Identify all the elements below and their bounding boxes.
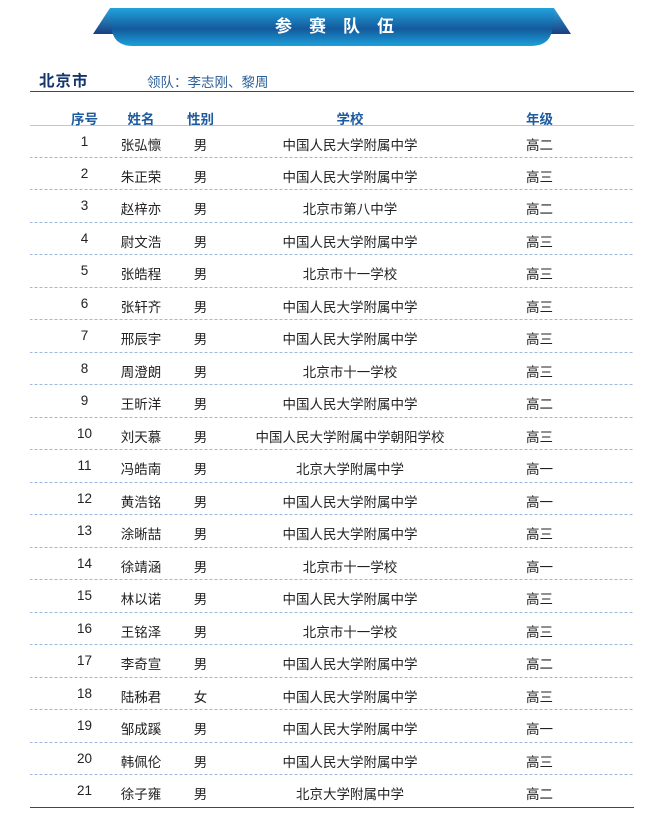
- svg-text:参赛队伍: 参赛队伍: [275, 12, 411, 37]
